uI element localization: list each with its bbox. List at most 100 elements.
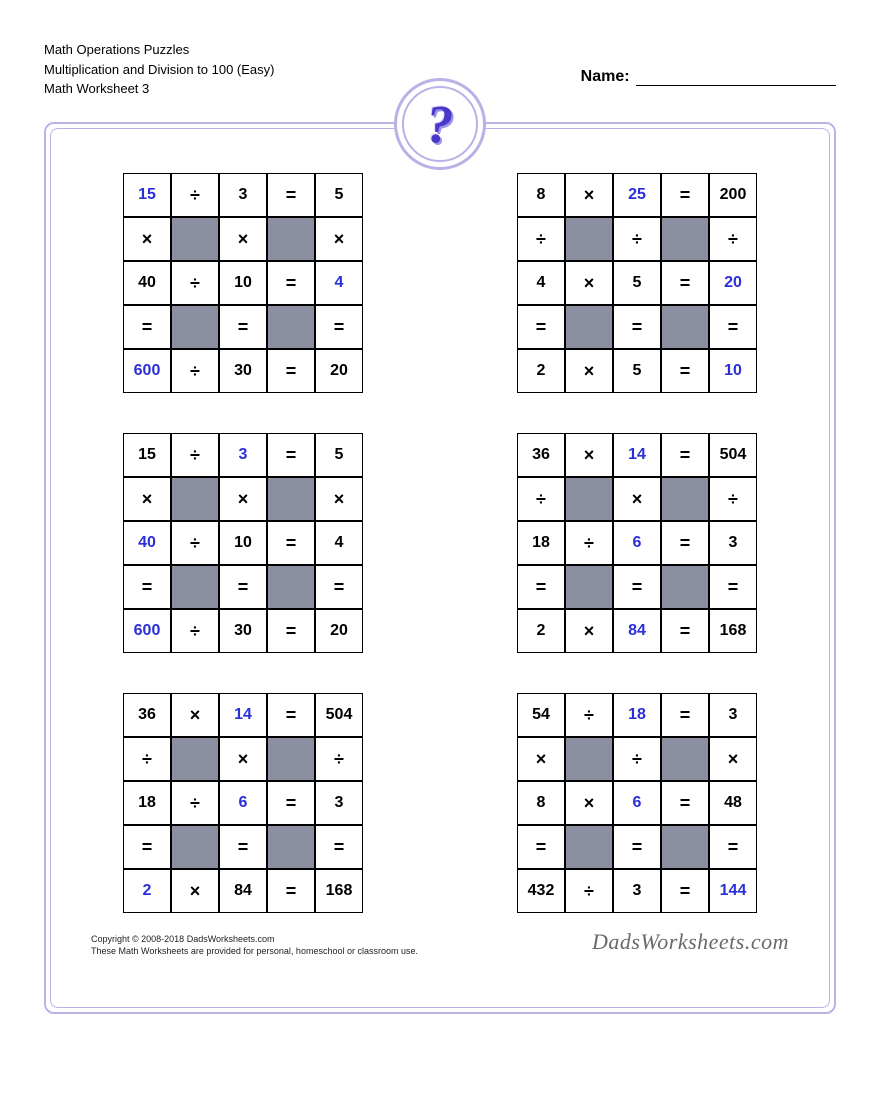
operator-cell: = xyxy=(267,261,315,305)
number-cell: 3 xyxy=(219,433,267,477)
shaded-cell xyxy=(565,477,613,521)
number-cell: 168 xyxy=(315,869,363,913)
operator-cell: = xyxy=(267,869,315,913)
operator-cell: ÷ xyxy=(171,349,219,393)
operator-cell: ÷ xyxy=(171,261,219,305)
operator-cell: = xyxy=(661,433,709,477)
operator-cell: × xyxy=(219,477,267,521)
operator-cell: × xyxy=(315,217,363,261)
operator-cell: = xyxy=(709,825,757,869)
operator-cell: = xyxy=(661,609,709,653)
title-line-1: Math Operations Puzzles xyxy=(44,40,344,60)
number-cell: 600 xyxy=(123,609,171,653)
operator-cell: = xyxy=(517,565,565,609)
number-cell: 2 xyxy=(517,609,565,653)
number-cell: 18 xyxy=(613,693,661,737)
operator-cell: ÷ xyxy=(709,217,757,261)
operator-cell: = xyxy=(219,565,267,609)
number-cell: 4 xyxy=(517,261,565,305)
operator-cell: = xyxy=(315,305,363,349)
number-cell: 15 xyxy=(123,173,171,217)
name-label: Name: xyxy=(581,68,630,85)
number-cell: 504 xyxy=(709,433,757,477)
operator-cell: × xyxy=(565,173,613,217)
name-input-line[interactable] xyxy=(636,85,836,86)
number-cell: 14 xyxy=(219,693,267,737)
number-cell: 432 xyxy=(517,869,565,913)
number-cell: 40 xyxy=(123,521,171,565)
number-cell: 3 xyxy=(709,693,757,737)
number-cell: 3 xyxy=(219,173,267,217)
number-cell: 3 xyxy=(315,781,363,825)
number-cell: 10 xyxy=(219,521,267,565)
shaded-cell xyxy=(267,565,315,609)
shaded-cell xyxy=(661,565,709,609)
number-cell: 2 xyxy=(517,349,565,393)
operator-cell: = xyxy=(613,565,661,609)
shaded-cell xyxy=(565,305,613,349)
number-cell: 200 xyxy=(709,173,757,217)
puzzle-1: 15÷3=5×××40÷10=4===600÷30=20 xyxy=(91,173,395,393)
number-cell: 6 xyxy=(613,521,661,565)
shaded-cell xyxy=(565,825,613,869)
number-cell: 48 xyxy=(709,781,757,825)
operator-cell: × xyxy=(565,261,613,305)
number-cell: 504 xyxy=(315,693,363,737)
operator-cell: = xyxy=(315,825,363,869)
number-cell: 30 xyxy=(219,349,267,393)
number-cell: 15 xyxy=(123,433,171,477)
operator-cell: = xyxy=(613,305,661,349)
number-cell: 8 xyxy=(517,781,565,825)
operator-cell: ÷ xyxy=(565,521,613,565)
shaded-cell xyxy=(267,737,315,781)
title-block: Math Operations Puzzles Multiplication a… xyxy=(44,40,344,99)
operator-cell: × xyxy=(123,217,171,261)
question-badge: ? xyxy=(394,78,486,170)
operator-cell: ÷ xyxy=(315,737,363,781)
operator-cell: ÷ xyxy=(123,737,171,781)
number-cell: 4 xyxy=(315,261,363,305)
operator-cell: × xyxy=(171,869,219,913)
number-cell: 10 xyxy=(709,349,757,393)
content-frame-inner: 15÷3=5×××40÷10=4===600÷30=208×25=200÷÷÷4… xyxy=(50,128,830,1008)
number-cell: 20 xyxy=(315,609,363,653)
shaded-cell xyxy=(565,217,613,261)
shaded-cell xyxy=(661,217,709,261)
puzzle-5: 36×14=504÷×÷18÷6=3===2×84=168 xyxy=(91,693,395,913)
number-cell: 3 xyxy=(613,869,661,913)
number-cell: 6 xyxy=(219,781,267,825)
number-cell: 84 xyxy=(613,609,661,653)
number-cell: 10 xyxy=(219,261,267,305)
shaded-cell xyxy=(171,305,219,349)
operator-cell: = xyxy=(709,565,757,609)
operator-cell: = xyxy=(315,565,363,609)
operator-cell: × xyxy=(709,737,757,781)
operator-cell: × xyxy=(171,693,219,737)
number-cell: 18 xyxy=(123,781,171,825)
number-cell: 54 xyxy=(517,693,565,737)
operator-cell: = xyxy=(267,781,315,825)
operator-cell: = xyxy=(517,825,565,869)
operator-cell: ÷ xyxy=(171,609,219,653)
watermark: DadsWorksheets.com xyxy=(592,927,789,958)
operator-cell: × xyxy=(565,781,613,825)
shaded-cell xyxy=(171,737,219,781)
name-field: Name: xyxy=(581,68,836,86)
copyright-line: Copyright © 2008-2018 DadsWorksheets.com xyxy=(91,933,418,946)
puzzle-6: 54÷18=3×÷×8×6=48===432÷3=144 xyxy=(485,693,789,913)
shaded-cell xyxy=(171,477,219,521)
shaded-cell xyxy=(267,825,315,869)
operator-cell: = xyxy=(123,825,171,869)
number-cell: 4 xyxy=(315,521,363,565)
operator-cell: × xyxy=(565,349,613,393)
number-cell: 30 xyxy=(219,609,267,653)
number-cell: 5 xyxy=(315,173,363,217)
number-cell: 40 xyxy=(123,261,171,305)
number-cell: 25 xyxy=(613,173,661,217)
shaded-cell xyxy=(565,565,613,609)
operator-cell: ÷ xyxy=(171,521,219,565)
shaded-cell xyxy=(661,825,709,869)
shaded-cell xyxy=(661,305,709,349)
operator-cell: = xyxy=(613,825,661,869)
content-frame-outer: ? 15÷3=5×××40÷10=4===600÷30=208×25=200÷÷… xyxy=(44,122,836,1014)
